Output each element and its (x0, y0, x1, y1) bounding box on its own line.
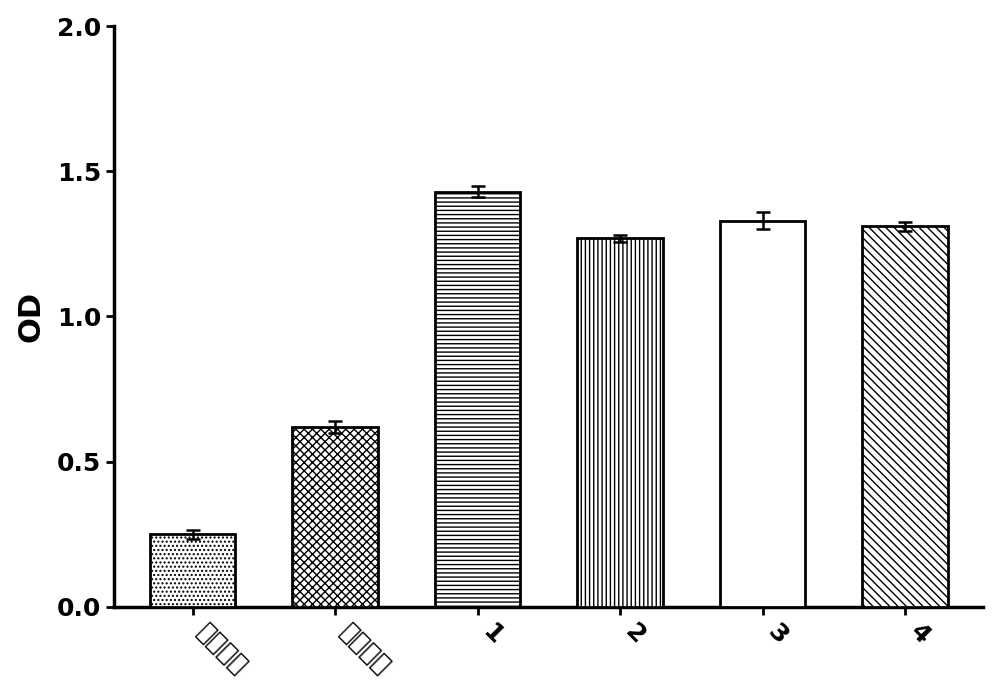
Bar (435, 191, 520, 607)
Bar (150, 534, 235, 607)
Bar (720, 221, 805, 607)
Bar (292, 427, 378, 607)
Bar (577, 238, 663, 607)
Bar (862, 226, 948, 607)
Y-axis label: OD: OD (17, 291, 46, 342)
